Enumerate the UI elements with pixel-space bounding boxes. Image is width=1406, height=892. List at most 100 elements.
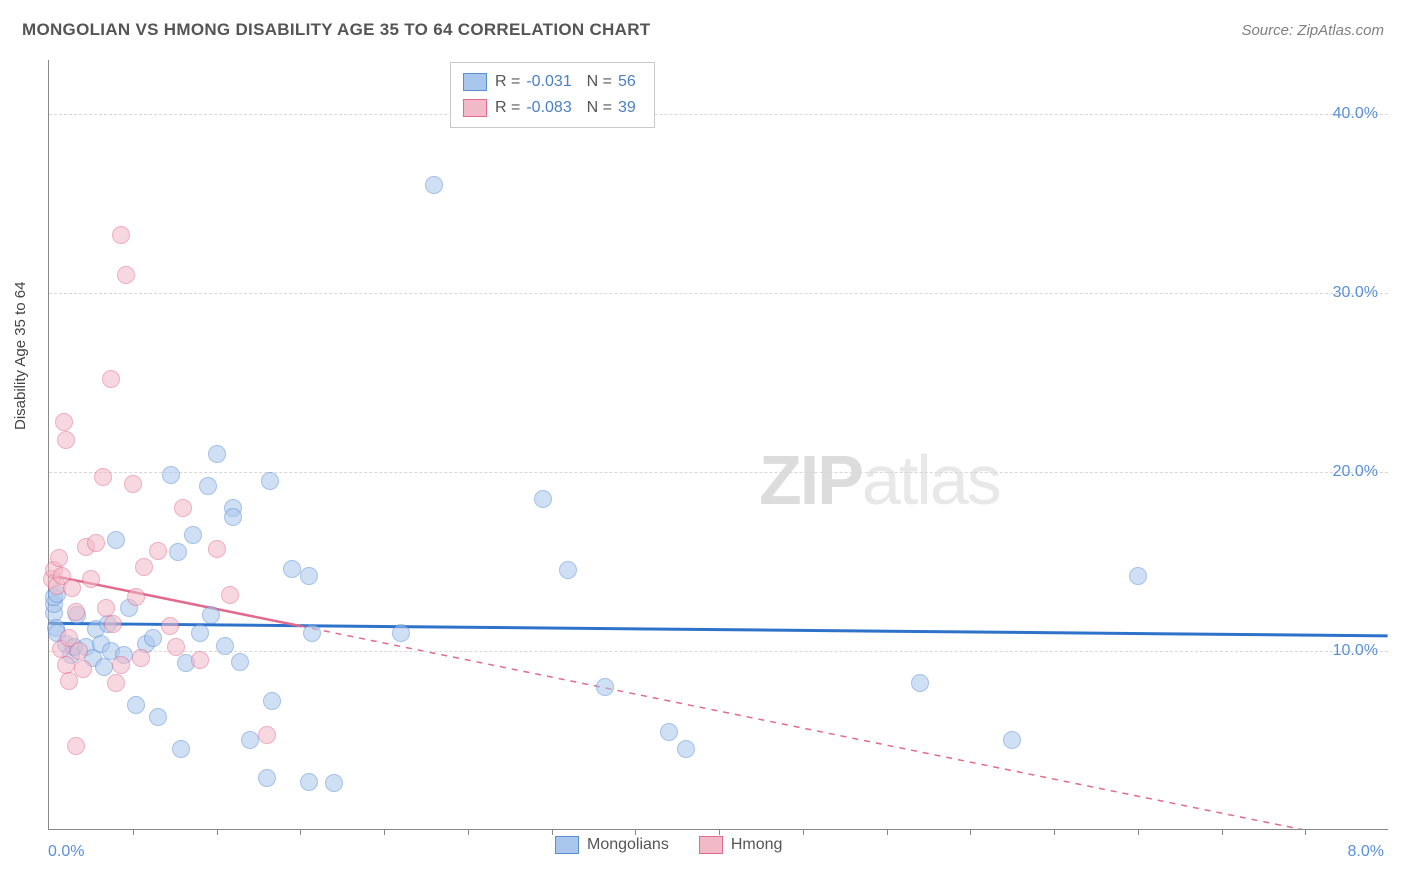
scatter-point bbox=[325, 774, 343, 792]
scatter-point bbox=[1129, 567, 1147, 585]
scatter-point bbox=[107, 674, 125, 692]
legend-swatch bbox=[699, 836, 723, 854]
x-tick bbox=[384, 829, 385, 835]
legend-stat-row: R =-0.031 N =56 bbox=[463, 69, 642, 95]
scatter-point bbox=[231, 653, 249, 671]
scatter-point bbox=[300, 773, 318, 791]
trend-line-solid bbox=[49, 623, 1387, 636]
scatter-point bbox=[149, 542, 167, 560]
scatter-point bbox=[534, 490, 552, 508]
scatter-point bbox=[263, 692, 281, 710]
scatter-point bbox=[174, 499, 192, 517]
scatter-point bbox=[60, 629, 78, 647]
x-tick bbox=[468, 829, 469, 835]
scatter-point bbox=[224, 508, 242, 526]
y-tick-label: 30.0% bbox=[1333, 284, 1378, 302]
scatter-point bbox=[67, 603, 85, 621]
grid-line bbox=[49, 472, 1388, 473]
legend-swatch bbox=[555, 836, 579, 854]
watermark-atlas: atlas bbox=[862, 441, 1000, 519]
scatter-point bbox=[172, 740, 190, 758]
watermark: ZIPatlas bbox=[759, 440, 1000, 520]
legend-stat-row: R =-0.083 N =39 bbox=[463, 95, 642, 121]
scatter-point bbox=[283, 560, 301, 578]
scatter-point bbox=[48, 585, 66, 603]
x-axis-min-label: 0.0% bbox=[48, 843, 84, 861]
x-tick bbox=[635, 829, 636, 835]
source-attribution: Source: ZipAtlas.com bbox=[1241, 22, 1384, 39]
scatter-point bbox=[77, 538, 95, 556]
x-axis-max-label: 8.0% bbox=[1348, 843, 1384, 861]
scatter-point bbox=[48, 624, 66, 642]
scatter-point bbox=[221, 586, 239, 604]
scatter-point bbox=[65, 638, 83, 656]
scatter-plot-area: ZIPatlas 10.0%20.0%30.0%40.0% bbox=[48, 60, 1388, 830]
scatter-point bbox=[45, 588, 63, 606]
scatter-point bbox=[87, 620, 105, 638]
scatter-point bbox=[167, 638, 185, 656]
scatter-point bbox=[45, 561, 63, 579]
scatter-point bbox=[48, 577, 66, 595]
scatter-point bbox=[596, 678, 614, 696]
scatter-point bbox=[50, 549, 68, 567]
legend-swatch bbox=[463, 73, 487, 91]
scatter-point bbox=[107, 531, 125, 549]
legend-label: Hmong bbox=[731, 836, 783, 854]
scatter-point bbox=[202, 606, 220, 624]
x-tick bbox=[719, 829, 720, 835]
trend-line-solid bbox=[49, 575, 300, 626]
legend-item: Hmong bbox=[699, 836, 783, 854]
scatter-point bbox=[177, 654, 195, 672]
scatter-point bbox=[55, 413, 73, 431]
legend-stat-text: R =-0.031 N =56 bbox=[495, 69, 642, 95]
scatter-point bbox=[117, 266, 135, 284]
x-tick bbox=[1138, 829, 1139, 835]
scatter-point bbox=[184, 526, 202, 544]
scatter-point bbox=[60, 672, 78, 690]
scatter-point bbox=[127, 696, 145, 714]
scatter-point bbox=[57, 431, 75, 449]
scatter-point bbox=[300, 567, 318, 585]
scatter-point bbox=[660, 723, 678, 741]
scatter-point bbox=[47, 619, 65, 637]
scatter-point bbox=[77, 638, 95, 656]
scatter-point bbox=[115, 646, 133, 664]
scatter-point bbox=[303, 624, 321, 642]
y-tick-label: 10.0% bbox=[1333, 642, 1378, 660]
scatter-point bbox=[425, 176, 443, 194]
scatter-point bbox=[135, 558, 153, 576]
scatter-point bbox=[208, 445, 226, 463]
scatter-point bbox=[199, 477, 217, 495]
trend-lines-layer bbox=[49, 60, 1388, 829]
scatter-point bbox=[99, 615, 117, 633]
scatter-point bbox=[1003, 731, 1021, 749]
x-tick bbox=[1054, 829, 1055, 835]
scatter-point bbox=[559, 561, 577, 579]
scatter-point bbox=[162, 466, 180, 484]
scatter-point bbox=[53, 567, 71, 585]
scatter-point bbox=[124, 475, 142, 493]
scatter-point bbox=[82, 570, 100, 588]
chart-title: MONGOLIAN VS HMONG DISABILITY AGE 35 TO … bbox=[22, 20, 650, 40]
x-tick bbox=[133, 829, 134, 835]
scatter-point bbox=[102, 370, 120, 388]
scatter-point bbox=[95, 658, 113, 676]
scatter-point bbox=[208, 540, 226, 558]
scatter-point bbox=[261, 472, 279, 490]
scatter-point bbox=[87, 534, 105, 552]
scatter-point bbox=[45, 604, 63, 622]
scatter-point bbox=[392, 624, 410, 642]
scatter-point bbox=[677, 740, 695, 758]
legend-item: Mongolians bbox=[555, 836, 669, 854]
x-tick bbox=[1222, 829, 1223, 835]
legend-swatch bbox=[463, 99, 487, 117]
scatter-point bbox=[169, 543, 187, 561]
scatter-point bbox=[67, 737, 85, 755]
watermark-zip: ZIP bbox=[759, 441, 862, 519]
x-tick bbox=[970, 829, 971, 835]
scatter-point bbox=[258, 769, 276, 787]
grid-line bbox=[49, 293, 1388, 294]
x-tick bbox=[1305, 829, 1306, 835]
grid-line bbox=[49, 114, 1388, 115]
y-tick-label: 20.0% bbox=[1333, 463, 1378, 481]
